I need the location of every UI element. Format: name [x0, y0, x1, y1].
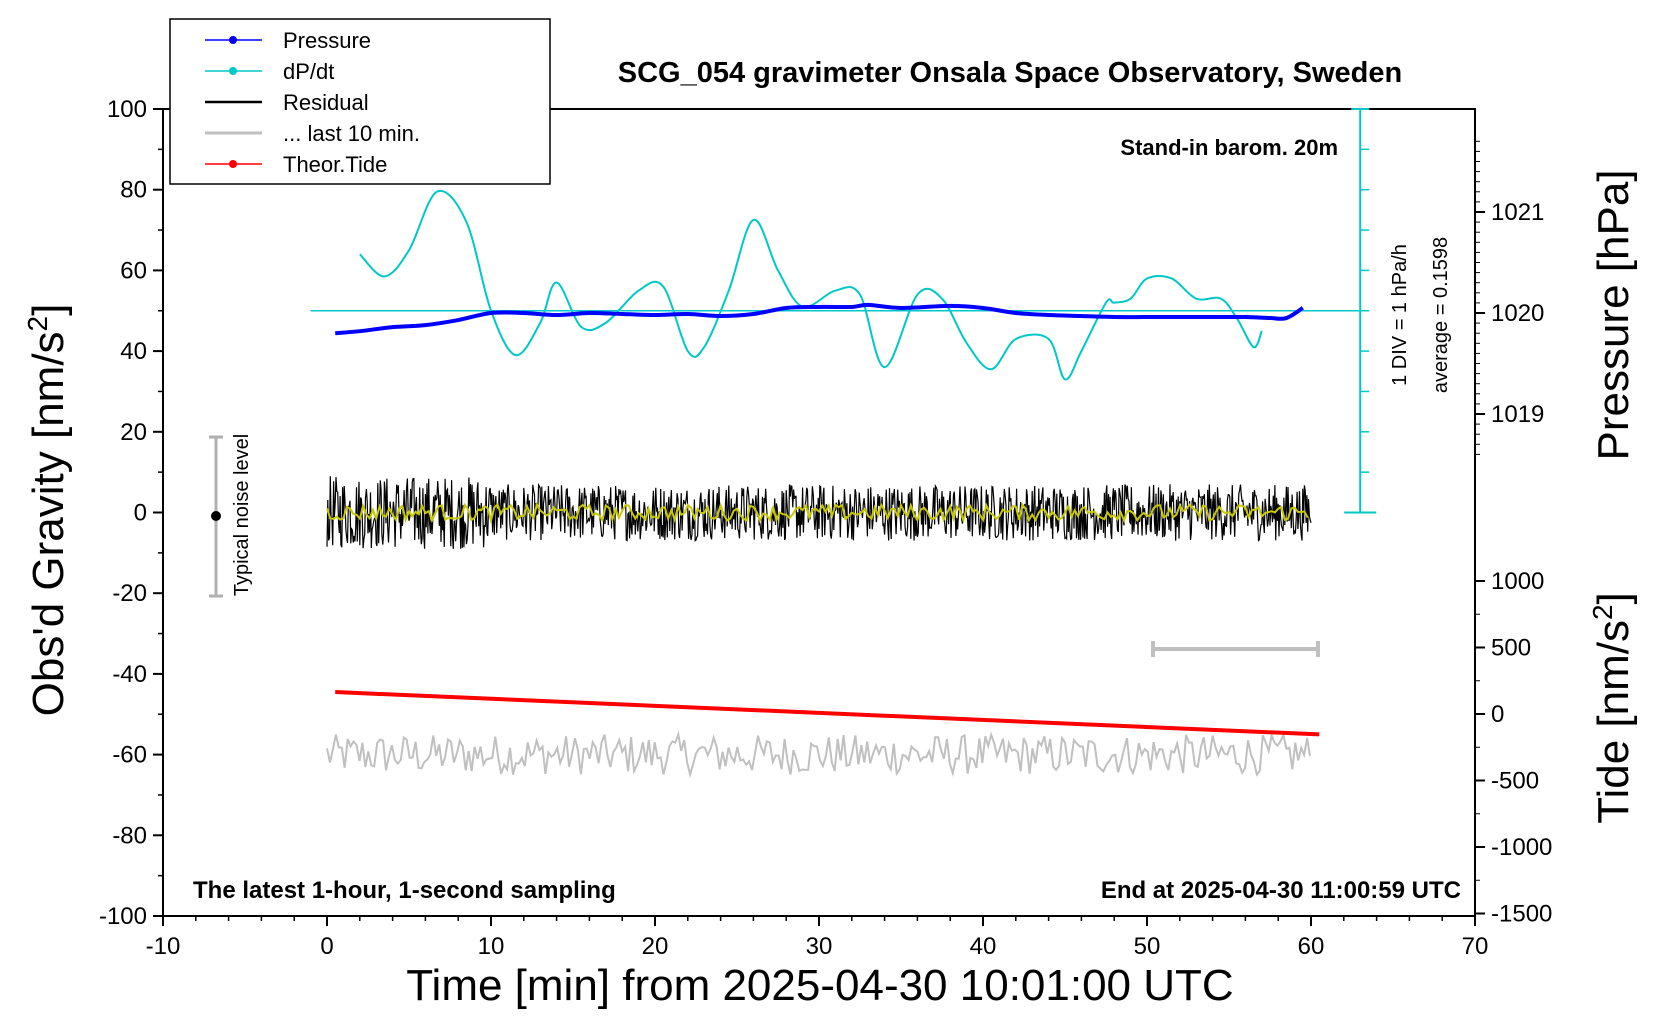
legend: Pressure dP/dt Residual ... last 10 min. The… — [169, 18, 551, 185]
y-left-tick-label: -20 — [112, 580, 147, 607]
x-axis-ticks: -10 0 10 20 30 40 50 60 70 — [146, 916, 1489, 960]
x-tick-label: 20 — [642, 933, 669, 960]
y-axis-pressure-ticks: 1019 1020 1021 — [1475, 140, 1544, 455]
y-left-tick-label: -80 — [112, 822, 147, 849]
y-axis-left-label: Obs'd Gravity [nm/s2] — [22, 304, 73, 717]
y-tide-tick-label: -1500 — [1491, 901, 1552, 928]
average-annotation: average = 0.1598 — [1430, 237, 1452, 393]
noise-level-bar — [209, 435, 223, 598]
dpdt-series — [359, 189, 1263, 381]
theor-tide-series — [335, 690, 1320, 737]
y-left-tick-label: -100 — [99, 903, 147, 930]
y-left-tick-label: 20 — [120, 419, 147, 446]
x-tick-label: 40 — [970, 933, 997, 960]
y-left-tick-label: 80 — [120, 177, 147, 204]
legend-label: ... last 10 min. — [283, 121, 420, 146]
x-axis-label: Time [min] from 2025-04-30 10:01:00 UTC — [406, 961, 1233, 1010]
noise-annotation: Typical noise level — [231, 434, 253, 596]
y-left-tick-label: 40 — [120, 338, 147, 365]
y-pressure-tick-label: 1020 — [1491, 300, 1544, 327]
x-tick-label: 70 — [1462, 933, 1489, 960]
last-10-min-series — [326, 730, 1311, 779]
y-left-tick-label: 0 — [134, 500, 147, 527]
legend-marker — [229, 67, 237, 75]
y-left-tick-label: -60 — [112, 742, 147, 769]
y-axis-pressure-label: Pressure [hPa] — [1589, 169, 1638, 460]
legend-label: Theor.Tide — [283, 152, 387, 177]
y-axis-tide-label: Tide [nm/s2] — [1587, 592, 1638, 824]
legend-label: dP/dt — [283, 59, 334, 84]
dpdt-scale-bar — [1344, 108, 1377, 514]
bottom-right-annotation: End at 2025-04-30 11:00:59 UTC — [1101, 877, 1461, 904]
y-pressure-tick-label: 1019 — [1491, 401, 1544, 428]
y-left-tick-label: 60 — [120, 257, 147, 284]
y-left-tick-label: -40 — [112, 661, 147, 688]
last-10-min-bar — [1151, 641, 1320, 657]
x-tick-label: 60 — [1298, 933, 1325, 960]
y-axis-left-ticks: -100 -80 -60 -40 -20 0 20 40 60 80 100 — [99, 96, 163, 930]
x-tick-label: 0 — [320, 933, 333, 960]
pressure-series — [335, 302, 1304, 336]
residual-smoothed-series — [326, 501, 1309, 525]
y-tide-tick-label: -500 — [1491, 768, 1539, 795]
legend-label: Pressure — [283, 28, 371, 53]
y-tide-tick-label: 0 — [1491, 701, 1504, 728]
chart-title: SCG_054 gravimeter Onsala Space Observat… — [618, 57, 1402, 89]
y-pressure-tick-label: 1021 — [1491, 199, 1544, 226]
x-tick-label: -10 — [146, 933, 181, 960]
bottom-left-annotation: The latest 1-hour, 1-second sampling — [193, 877, 616, 904]
x-tick-label: 10 — [478, 933, 505, 960]
series-layer — [310, 189, 1361, 779]
y-tide-tick-label: 500 — [1491, 635, 1531, 662]
stand-in-annotation: Stand-in barom. 20m — [1120, 135, 1338, 160]
y-tide-tick-label: -1000 — [1491, 834, 1552, 861]
div-annotation: 1 DIV = 1 hPa/h — [1389, 244, 1411, 386]
residual-series — [326, 476, 1312, 549]
x-tick-label: 50 — [1134, 933, 1161, 960]
y-left-tick-label: 100 — [107, 96, 147, 123]
legend-label: Residual — [283, 90, 369, 115]
legend-marker — [229, 160, 237, 168]
legend-marker — [229, 36, 237, 44]
x-tick-label: 30 — [806, 933, 833, 960]
y-axis-tide-ticks: -1500 -1000 -500 0 500 1000 — [1475, 568, 1552, 928]
y-tide-tick-label: 1000 — [1491, 568, 1544, 595]
